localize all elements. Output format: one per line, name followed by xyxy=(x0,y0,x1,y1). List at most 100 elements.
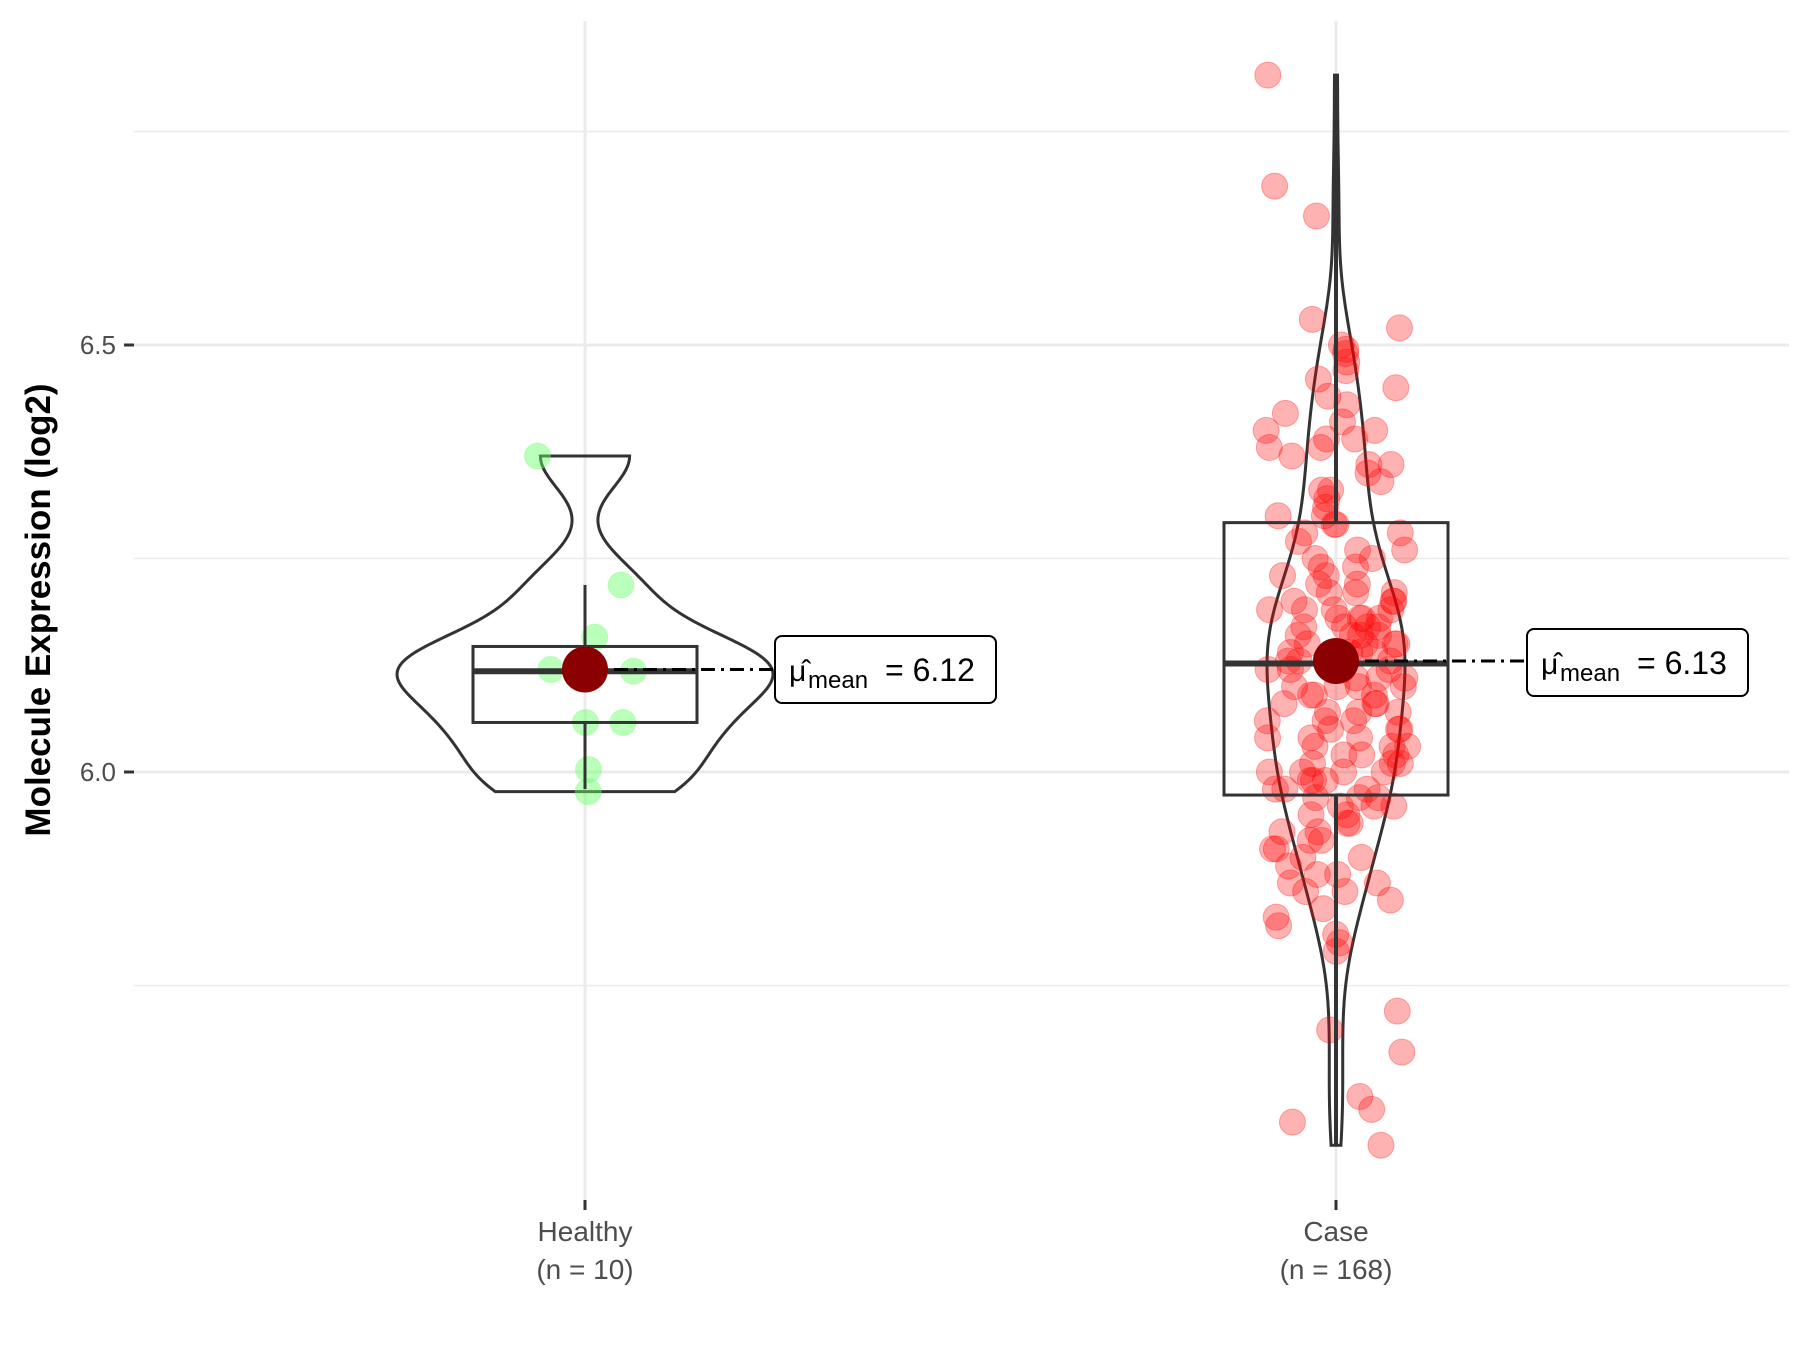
x-tick-label: Case xyxy=(1303,1216,1368,1247)
x-tick-n-label: (n = 168) xyxy=(1280,1254,1393,1285)
data-point xyxy=(1296,826,1324,854)
data-point xyxy=(1276,869,1304,897)
data-point xyxy=(1346,604,1374,632)
data-point xyxy=(1351,630,1379,658)
data-point xyxy=(1300,767,1328,795)
data-point xyxy=(1367,1131,1395,1159)
data-point xyxy=(1345,698,1373,726)
data-point xyxy=(1308,476,1336,504)
data-point xyxy=(1269,562,1297,590)
mean-label-value: = 6.13 xyxy=(1637,645,1727,681)
data-point xyxy=(1324,604,1352,632)
data-point xyxy=(1379,587,1407,615)
data-point xyxy=(1380,792,1408,820)
data-point xyxy=(1342,553,1370,581)
data-point xyxy=(1261,172,1289,200)
data-point xyxy=(1380,587,1408,615)
data-point xyxy=(1331,878,1359,906)
data-point xyxy=(1284,621,1312,649)
data-point xyxy=(607,571,635,599)
data-point xyxy=(1384,698,1412,726)
data-point xyxy=(1261,775,1289,803)
data-point xyxy=(1358,1095,1386,1123)
data-point xyxy=(1298,305,1326,333)
gridlines xyxy=(134,21,1789,1200)
data-point xyxy=(1262,903,1290,931)
data-point xyxy=(1255,758,1283,786)
box xyxy=(1222,521,1450,797)
data-point xyxy=(1381,630,1409,658)
data-point xyxy=(1354,459,1382,487)
data-point xyxy=(1385,715,1413,743)
data-point xyxy=(1363,869,1391,897)
data-point xyxy=(1313,485,1341,513)
data-point xyxy=(1343,570,1371,598)
data-point xyxy=(1378,732,1406,760)
data-point xyxy=(1383,997,1411,1025)
mean-label-symbol: μ̂ xyxy=(1541,648,1563,681)
data-point xyxy=(1333,801,1361,829)
data-point xyxy=(1320,596,1348,624)
data-point xyxy=(1262,835,1290,863)
data-point xyxy=(1317,715,1345,743)
data-point xyxy=(1360,681,1388,709)
data-point xyxy=(1362,690,1390,718)
data-point xyxy=(1342,579,1370,607)
data-point xyxy=(1346,1083,1374,1111)
data-point xyxy=(1353,775,1381,803)
data-point xyxy=(1348,741,1376,769)
data-point xyxy=(1271,399,1299,427)
data-point xyxy=(1301,732,1329,760)
data-point xyxy=(1313,698,1341,726)
mean-label-subscript: mean xyxy=(1560,660,1620,687)
data-point xyxy=(1377,596,1405,624)
data-point xyxy=(1280,587,1308,615)
data-point xyxy=(1377,451,1405,479)
mean-label-subscript: mean xyxy=(808,667,868,694)
data-point xyxy=(1289,843,1317,871)
data-point xyxy=(1394,732,1422,760)
data-point xyxy=(1386,715,1414,743)
data-point xyxy=(1290,613,1318,641)
data-point xyxy=(1332,340,1360,368)
y-axis: 6.0 6.5 xyxy=(80,330,134,787)
data-point xyxy=(574,778,602,806)
data-point xyxy=(1385,314,1413,342)
mean-point xyxy=(1313,637,1359,684)
data-point xyxy=(1311,707,1339,735)
data-point xyxy=(1326,792,1354,820)
y-axis-title: Molecule Expression (log2) xyxy=(19,383,58,836)
data-point xyxy=(1291,519,1319,547)
group-case: μ̂ mean = 6.13 xyxy=(1222,61,1749,1159)
data-point xyxy=(1312,562,1340,590)
data-point xyxy=(1265,912,1293,940)
data-point xyxy=(1252,416,1280,444)
data-point xyxy=(1326,929,1354,957)
data-point xyxy=(1358,545,1386,572)
data-point xyxy=(1293,630,1321,658)
data-point xyxy=(1383,630,1411,658)
data-point xyxy=(1290,596,1318,624)
data-point xyxy=(1312,425,1340,453)
data-point xyxy=(1361,690,1389,718)
data-point xyxy=(1364,621,1392,649)
data-point xyxy=(1304,365,1332,393)
data-point xyxy=(1370,758,1398,786)
data-point xyxy=(1364,613,1392,641)
data-point xyxy=(1302,202,1330,230)
data-point xyxy=(1331,613,1359,641)
data-point xyxy=(1297,801,1325,829)
data-point xyxy=(1268,818,1296,846)
data-point xyxy=(1292,878,1320,906)
data-point xyxy=(1304,818,1332,846)
data-point xyxy=(1297,724,1325,752)
data-point xyxy=(1344,673,1372,701)
mean-label-symbol: μ̂ xyxy=(789,655,811,688)
data-point xyxy=(1315,579,1343,607)
data-point xyxy=(1344,536,1372,564)
data-point xyxy=(1278,1108,1306,1136)
data-point xyxy=(1253,707,1281,735)
data-point xyxy=(1366,604,1394,632)
data-point xyxy=(1364,784,1392,812)
